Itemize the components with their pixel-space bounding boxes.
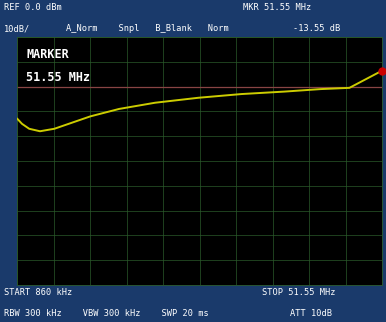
Text: MARKER: MARKER: [27, 48, 69, 61]
Text: STOP 51.55 MHz: STOP 51.55 MHz: [262, 288, 336, 297]
Text: -13.55 dB: -13.55 dB: [293, 24, 340, 33]
Text: 10dB/: 10dB/: [4, 24, 30, 33]
Text: 51.55 MHz: 51.55 MHz: [27, 71, 91, 83]
Text: RBW 300 kHz    VBW 300 kHz    SWP 20 ms: RBW 300 kHz VBW 300 kHz SWP 20 ms: [4, 309, 208, 318]
Text: A_Norm    Snpl   B_Blank   Norm: A_Norm Snpl B_Blank Norm: [66, 24, 229, 33]
Text: MKR 51.55 MHz: MKR 51.55 MHz: [243, 3, 312, 12]
Text: REF 0.0 dBm: REF 0.0 dBm: [4, 3, 62, 12]
Text: ATT 10dB: ATT 10dB: [290, 309, 332, 318]
Text: START 860 kHz: START 860 kHz: [4, 288, 72, 297]
